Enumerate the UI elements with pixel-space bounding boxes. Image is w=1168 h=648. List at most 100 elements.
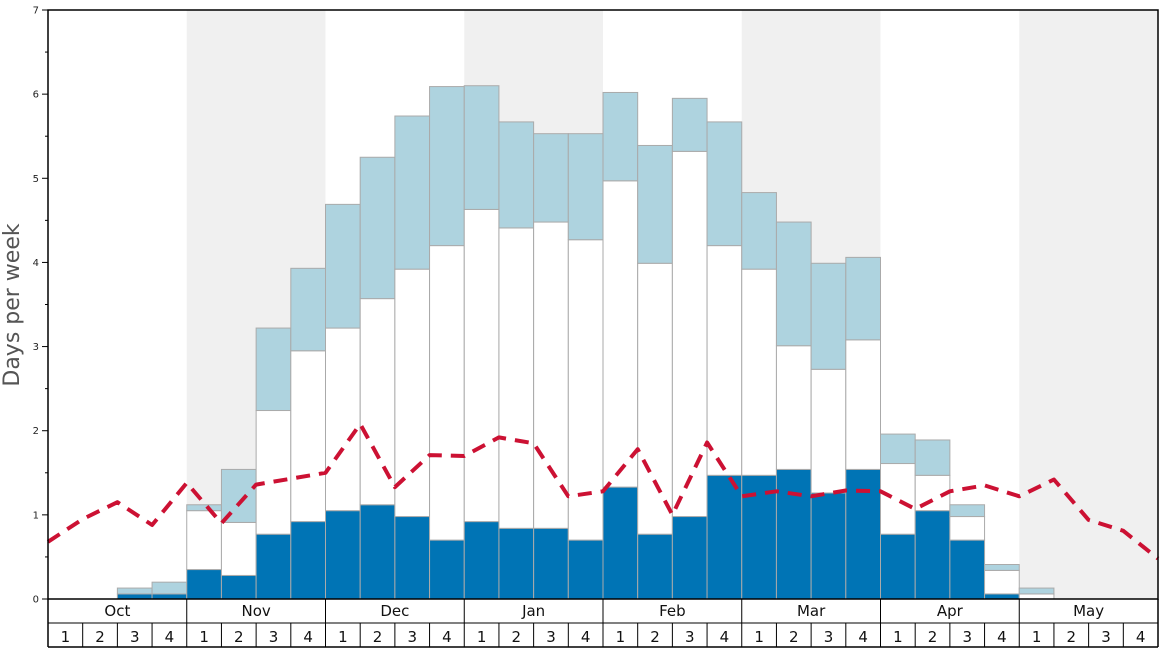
month-label-mar: Mar — [797, 602, 826, 620]
bar-segment-white — [637, 262, 673, 535]
month-label-dec: Dec — [380, 602, 409, 620]
bar-segment-dark — [880, 533, 916, 600]
bar-segment-light — [602, 91, 639, 182]
month-label-nov: Nov — [241, 602, 270, 620]
bar-segment-white — [845, 339, 881, 470]
bar-segment-white — [810, 368, 847, 494]
bar-segment-white — [463, 208, 500, 523]
week-label: 1 — [338, 628, 348, 646]
week-label: 1 — [477, 628, 487, 646]
week-label: 2 — [928, 628, 938, 646]
y-axis: 0 1 2 3 4 5 6 7 — [33, 6, 48, 606]
week-label: 3 — [546, 628, 556, 646]
bar-segment-dark — [533, 527, 569, 600]
bar-segment-white — [533, 221, 569, 529]
bar-segment-dark — [325, 510, 361, 600]
bar-segment-white — [567, 239, 604, 541]
week-label: 3 — [962, 628, 972, 646]
bar-segment-light — [325, 203, 361, 329]
bar-segment-dark — [151, 593, 188, 600]
y-tick-label: 3 — [33, 342, 39, 353]
bar-segment-dark — [810, 492, 847, 600]
bar-segment-dark — [359, 504, 396, 600]
bar-segment-dark — [671, 516, 708, 600]
week-label: 4 — [303, 628, 313, 646]
week-label: 3 — [1101, 628, 1111, 646]
bar-segment-light — [775, 221, 812, 347]
bar-segment-white — [984, 569, 1020, 595]
x-axis: Oct 1 2 3 4 Nov 1 2 3 4 Dec 1 2 3 4 Jan 1 2 3 4 Feb 1 2 3 4 Mar 1 2… — [47, 599, 1159, 648]
bar-segment-dark — [220, 574, 257, 600]
bar-segment-light — [116, 587, 153, 595]
week-label: 4 — [581, 628, 591, 646]
bar-segment-white — [706, 245, 743, 476]
week-label: 4 — [720, 628, 730, 646]
bar-segment-dark — [741, 474, 777, 600]
bar-segment-light — [741, 192, 777, 270]
bar-segment-light — [220, 468, 257, 523]
week-label: 4 — [442, 628, 452, 646]
bar-segment-white — [671, 150, 708, 518]
bar-segment-light — [498, 121, 535, 229]
bar-segment-dark — [186, 569, 222, 600]
week-label: 3 — [824, 628, 834, 646]
y-axis-label: Days per week — [0, 223, 25, 386]
week-label: 1 — [893, 628, 903, 646]
bar-segment-light — [533, 133, 569, 223]
bar-segment-light — [637, 144, 673, 264]
shade-band-may — [1019, 10, 1158, 599]
bar-segment-white — [325, 327, 361, 512]
bar-segment-light — [186, 504, 222, 512]
bar-segment-dark — [255, 533, 292, 600]
bar-segment-white — [394, 268, 431, 518]
bar-segment-light — [914, 439, 951, 476]
month-label-feb: Feb — [659, 602, 686, 620]
y-tick-label: 1 — [33, 510, 39, 521]
bar-segment-white — [290, 350, 326, 523]
bar-segment-dark — [567, 539, 604, 600]
week-label: 3 — [407, 628, 417, 646]
bar-segment-dark — [914, 510, 951, 600]
bar-segment-light — [429, 86, 465, 247]
week-label: 2 — [95, 628, 105, 646]
week-label: 4 — [165, 628, 175, 646]
bar-segment-white — [255, 410, 292, 535]
week-label: 2 — [373, 628, 383, 646]
bar-segment-white — [220, 521, 257, 576]
y-tick-label: 0 — [33, 595, 39, 606]
week-label: 1 — [61, 628, 71, 646]
trend-line — [46, 422, 1160, 561]
week-label: 1 — [616, 628, 626, 646]
bar-segment-light — [1018, 587, 1055, 595]
bar-segment-white — [498, 227, 535, 529]
bar-segment-white — [775, 345, 812, 470]
y-tick-label: 6 — [33, 90, 39, 101]
bar-segment-dark — [498, 527, 535, 600]
bar-segment-white — [186, 510, 222, 571]
bar-segment-light — [151, 581, 188, 595]
week-label: 2 — [1067, 628, 1077, 646]
week-label: 2 — [234, 628, 244, 646]
bar-segment-light — [880, 433, 916, 465]
red-dashed-line — [46, 422, 1160, 561]
bar-segment-light — [567, 133, 604, 241]
y-tick-label: 7 — [33, 6, 39, 17]
y-tick-label: 4 — [33, 258, 39, 269]
week-label: 3 — [685, 628, 695, 646]
bar-segment-dark — [429, 539, 465, 600]
week-label: 4 — [858, 628, 868, 646]
month-label-jan: Jan — [521, 602, 545, 620]
month-label-may: May — [1073, 602, 1104, 620]
bar-segment-dark — [463, 521, 500, 600]
bars — [116, 85, 1055, 600]
week-label: 2 — [650, 628, 660, 646]
bar-segment-white — [1018, 593, 1055, 600]
bar-segment-dark — [845, 468, 881, 600]
bar-segment-light — [394, 115, 431, 270]
bar-segment-light — [671, 97, 708, 152]
bar-segment-dark — [116, 593, 153, 600]
month-label-apr: Apr — [937, 602, 964, 620]
bar-segment-white — [602, 180, 639, 488]
bar-segment-light — [706, 121, 743, 247]
